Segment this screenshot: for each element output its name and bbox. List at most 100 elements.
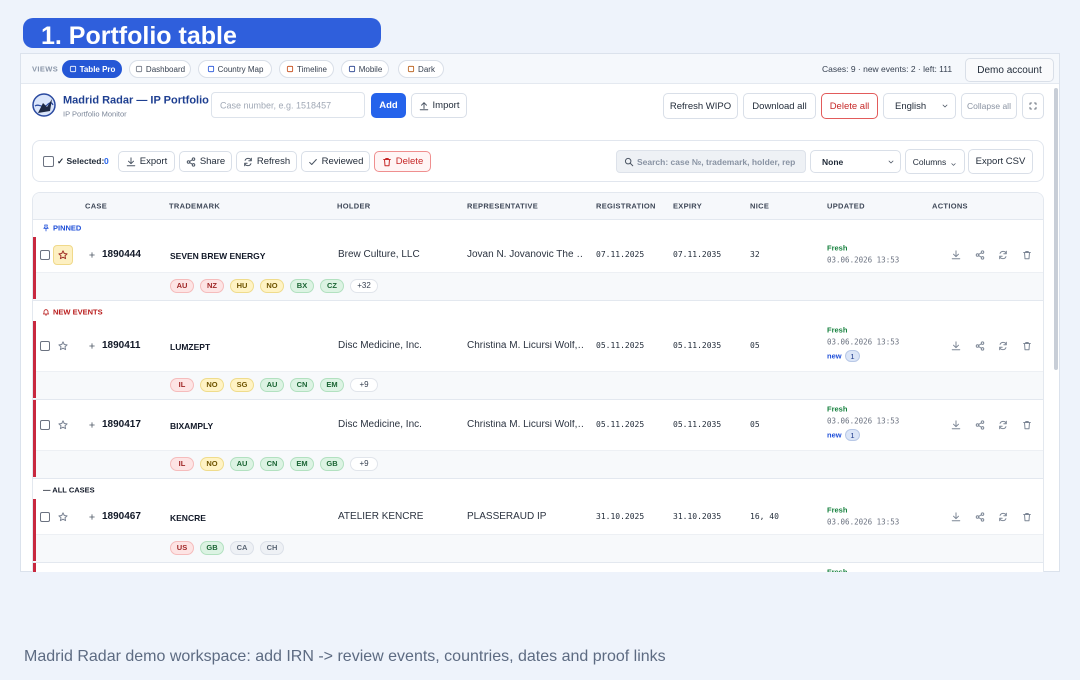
row-checkbox[interactable] [40, 420, 50, 430]
search-input[interactable]: Search: case №, trademark, holder, rep [616, 150, 806, 173]
icon-shape [1023, 512, 1031, 521]
button-label: Delete [395, 156, 424, 167]
icon [186, 156, 196, 167]
page-title: 1. Portfolio table [41, 22, 237, 50]
icon-shape [951, 511, 961, 521]
icon-shape [999, 250, 1007, 259]
account-button[interactable]: Demo account [965, 58, 1054, 82]
reviewed-button[interactable]: Reviewed [301, 151, 370, 172]
icon [998, 420, 1008, 430]
view-tab-label: Mobile [358, 64, 383, 74]
country-chip: CH [260, 540, 284, 555]
icon-shape [951, 249, 961, 259]
view-tab[interactable]: Dashboard [129, 60, 191, 78]
share-button[interactable]: Share [179, 151, 232, 172]
row-checkbox[interactable] [40, 511, 50, 522]
fullscreen-button[interactable] [1022, 93, 1044, 119]
export-csv-button[interactable]: Export CSV [968, 149, 1033, 174]
icon-shape [951, 341, 961, 351]
representative: Christina M. Licursi Wolf,… [467, 420, 583, 430]
country-chip: GB [200, 540, 224, 555]
language-select[interactable]: English [883, 93, 956, 119]
nice: 16, 40 [750, 511, 779, 521]
view-tab[interactable]: Mobile [341, 60, 389, 78]
icon-shape [951, 163, 956, 166]
filter-select[interactable]: None [810, 150, 901, 173]
country-chip: SG [230, 377, 254, 392]
column-header: ACTIONS [932, 201, 968, 211]
icon [975, 249, 985, 260]
icon-shape [382, 157, 391, 166]
button-label: Refresh [256, 156, 291, 167]
download-all-button[interactable]: Download all [743, 93, 816, 119]
column-header: CASE [85, 201, 108, 211]
icon [58, 249, 68, 260]
refresh-wipo-button[interactable]: Refresh WIPO [663, 93, 738, 119]
portfolio-table: CASE TRADEMARK HOLDER REPRESENTATIVE REGISTR… [32, 192, 1044, 572]
icon-shape [951, 511, 961, 521]
icon-shape [978, 513, 982, 520]
case-input[interactable] [211, 92, 365, 118]
icon [348, 65, 356, 73]
delete-button[interactable]: Delete [374, 151, 431, 172]
icon-shape [975, 341, 985, 351]
country-chip: IL [170, 377, 194, 392]
views-bar [21, 54, 1059, 84]
icon-shape [980, 347, 985, 351]
icon-shape [629, 162, 634, 167]
icon [950, 161, 957, 168]
column-header: REGISTRATION [596, 201, 656, 211]
icon-shape [1023, 342, 1031, 351]
column-header: EXPIRY [673, 201, 703, 211]
button-label: Share [199, 156, 226, 167]
icon [951, 511, 961, 522]
icon-shape [951, 341, 961, 351]
row [33, 499, 1043, 534]
holder: Disc Medicine, Inc. [338, 419, 422, 430]
icon [1022, 250, 1032, 260]
row-marker [33, 321, 36, 398]
case-number: 1890444 [102, 248, 141, 260]
status: Fresh [827, 404, 848, 414]
new-label: new [827, 430, 842, 440]
icon-shape [244, 157, 252, 166]
view-tab[interactable]: Country Map [198, 60, 272, 78]
icon-shape [980, 420, 985, 424]
import-button[interactable]: Import [411, 93, 467, 118]
row-checkbox[interactable] [40, 341, 50, 351]
collapse-all-button[interactable]: Collapse all [961, 93, 1017, 119]
select-all-checkbox[interactable] [43, 156, 54, 167]
view-tab[interactable]: Timeline [279, 60, 334, 78]
country-chip: CZ [320, 278, 344, 293]
country-chip: NO [260, 278, 284, 293]
icon-shape [980, 249, 985, 254]
add-button[interactable]: Add [371, 93, 406, 118]
icon [88, 421, 96, 429]
icon-shape [348, 65, 355, 73]
country-chip: CN [260, 456, 284, 471]
view-tab[interactable]: Table Pro [62, 60, 122, 78]
icon [135, 65, 143, 73]
icon [624, 157, 634, 167]
refresh-button[interactable]: Refresh [236, 151, 297, 172]
icon-shape [980, 341, 985, 345]
columns-button[interactable]: Columns [905, 149, 965, 174]
delete-all-button[interactable]: Delete all [821, 93, 878, 119]
icon-shape [999, 420, 1007, 430]
icon-shape [43, 224, 49, 232]
icon [126, 156, 136, 167]
pin-badge[interactable] [53, 244, 73, 265]
icon-shape [975, 252, 980, 257]
row-checkbox[interactable] [40, 249, 50, 260]
country-chip: HU [230, 278, 254, 293]
icon [951, 249, 961, 260]
icon-shape [975, 344, 980, 348]
row [33, 400, 1043, 450]
export-button[interactable]: Export [118, 151, 175, 172]
icon-shape [42, 309, 50, 316]
more-countries: +32 [350, 278, 378, 293]
view-tab[interactable]: Dark [398, 60, 444, 78]
icon [975, 341, 985, 351]
caption: Madrid Radar demo workspace: add IRN -> … [24, 648, 666, 665]
